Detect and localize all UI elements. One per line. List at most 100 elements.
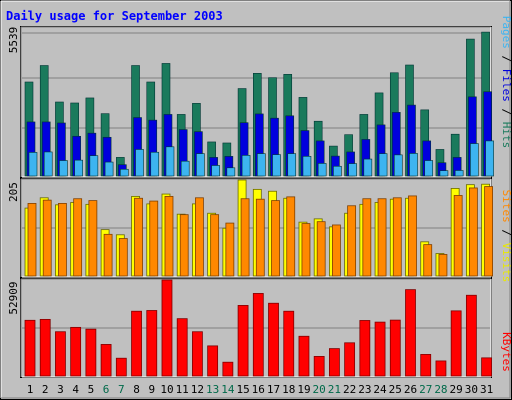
bar-pages-day-10 [165, 146, 175, 177]
bar-sites-day-19 [301, 223, 311, 277]
bar-kbytes-day-27 [420, 354, 432, 377]
y-axis-labels: 5539 205 52909 [7, 27, 20, 315]
bar-pages-day-28 [439, 170, 449, 177]
bar-pages-day-31 [485, 140, 494, 177]
x-axis-labels: 1 2 3 4 5 6 7 8 9 10 11 12 13 14 15 16 17 18 19 20 21 22 23 24 2… [27, 383, 494, 396]
x-tick-label: 27 [419, 383, 432, 396]
x-tick-label: 8 [133, 383, 140, 396]
bar-kbytes-day-28 [435, 360, 447, 377]
bar-sites-day-3 [58, 203, 67, 277]
x-tick-label: 29 [450, 383, 463, 396]
x-tick-label: 2 [42, 383, 49, 396]
bar-kbytes-day-3 [55, 331, 66, 377]
bar-pages-day-12 [196, 153, 205, 177]
bar-sites-day-24 [377, 198, 387, 277]
bar-sites-day-23 [362, 198, 372, 277]
bar-pages-day-18 [287, 153, 297, 177]
bar-pages-day-6 [104, 161, 114, 177]
x-tick-label: 15 [236, 383, 249, 396]
x-tick-label: 3 [57, 383, 64, 396]
bar-sites-day-12 [195, 197, 204, 277]
bar-sites-day-14 [225, 222, 235, 277]
legend-hits-files-pages: Pages / Files / Hits [500, 16, 512, 149]
bar-kbytes-day-26 [405, 289, 416, 377]
bar-kbytes-day-25 [389, 319, 401, 377]
bar-pages-day-20 [317, 163, 327, 177]
chart-title: Daily usage for September 2003 [6, 9, 223, 23]
legend-visits: Visits [500, 243, 512, 283]
bar-sites-day-7 [118, 238, 128, 277]
bar-kbytes-day-23 [359, 320, 371, 377]
bar-sites-day-2 [42, 199, 52, 277]
x-tick-label: 16 [252, 383, 265, 396]
bar-sites-day-1 [27, 203, 37, 277]
bar-kbytes-day-6 [100, 344, 112, 377]
x-tick-label: 5 [88, 383, 95, 396]
bar-kbytes-day-1 [24, 319, 36, 377]
x-tick-label: 31 [480, 383, 493, 396]
x-tick-label: 23 [358, 383, 371, 396]
x-tick-label: 6 [103, 383, 110, 396]
bar-sites-day-9 [149, 200, 159, 277]
bar-kbytes-day-13 [207, 345, 219, 377]
bar-kbytes-day-16 [252, 293, 264, 377]
bar-sites-day-10 [164, 195, 174, 277]
bar-pages-day-9 [150, 151, 160, 177]
bar-kbytes-day-22 [344, 342, 356, 377]
bar-sites-day-26 [408, 195, 417, 277]
x-tick-label: 24 [373, 383, 387, 396]
x-tick-label: 18 [282, 383, 295, 396]
bar-pages-day-1 [28, 152, 38, 177]
bar-pages-day-24 [378, 153, 388, 177]
bar-pages-day-17 [272, 154, 281, 177]
bar-kbytes-day-24 [374, 321, 386, 377]
bar-pages-day-30 [470, 143, 479, 177]
x-tick-label: 20 [313, 383, 326, 396]
bar-kbytes-day-20 [313, 356, 325, 377]
bar-sites-day-6 [103, 233, 113, 277]
bar-kbytes-day-2 [39, 318, 51, 377]
bar-pages-day-3 [59, 160, 68, 177]
x-tick-label: 28 [434, 383, 447, 396]
bar-kbytes-day-4 [70, 326, 82, 377]
x-tick-label: 25 [389, 383, 402, 396]
bar-pages-day-4 [74, 159, 83, 177]
bar-sites-day-15 [240, 198, 250, 277]
bar-kbytes-day-9 [146, 310, 158, 377]
x-tick-label: 11 [176, 383, 189, 396]
bar-sites-day-5 [88, 200, 98, 277]
legend-hits: Hits [500, 122, 512, 149]
bar-sites-day-29 [453, 195, 463, 277]
bar-pages-day-22 [348, 163, 357, 177]
bar-pages-day-8 [135, 149, 144, 177]
bar-pages-day-16 [256, 153, 266, 177]
x-tick-label: 21 [328, 383, 341, 396]
x-tick-label: 13 [206, 383, 219, 396]
bar-sites-day-16 [255, 198, 265, 277]
bar-sites-day-8 [134, 197, 143, 277]
bar-kbytes-day-8 [131, 310, 142, 377]
legend-separator: / [500, 223, 512, 243]
bar-kbytes-day-11 [176, 318, 188, 377]
bar-pages-day-27 [424, 160, 434, 177]
x-tick-label: 9 [148, 383, 155, 396]
bar-sites-day-27 [423, 244, 433, 277]
x-tick-label: 30 [465, 383, 478, 396]
bar-pages-day-25 [393, 154, 403, 177]
legends: Pages / Files / Hits Sites / Visits KBytes [500, 16, 512, 372]
bar-pages-day-21 [333, 165, 342, 177]
bar-pages-day-15 [241, 155, 251, 177]
bar-pages-day-2 [43, 151, 53, 177]
bar-sites-day-22 [347, 205, 357, 277]
bar-kbytes-day-15 [237, 305, 249, 377]
y-axis-max-label: 52909 [7, 281, 20, 314]
bar-sites-day-4 [73, 198, 83, 277]
bar-kbytes-day-5 [85, 328, 97, 377]
x-tick-label: 10 [160, 383, 173, 396]
bar-pages-day-11 [180, 160, 190, 177]
bar-sites-day-25 [392, 197, 402, 277]
bar-kbytes-day-31 [481, 357, 493, 377]
bar-sites-day-20 [316, 221, 326, 277]
x-tick-label: 7 [118, 383, 125, 396]
